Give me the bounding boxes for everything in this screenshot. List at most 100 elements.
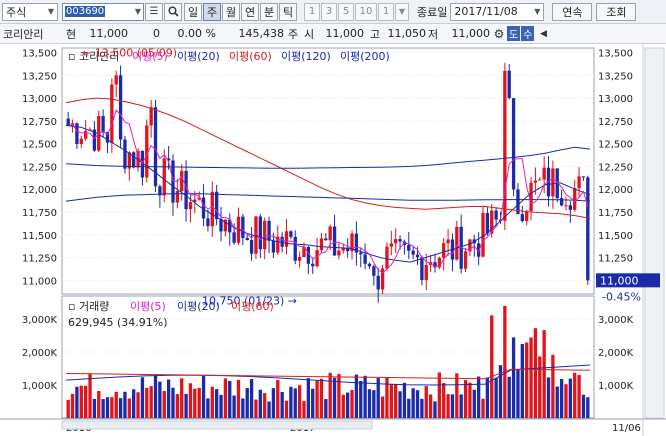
candle-body xyxy=(389,243,393,247)
price-tick-left: 12,750 xyxy=(22,117,57,128)
candle-body xyxy=(516,189,520,215)
volume-bar xyxy=(171,387,175,418)
volume-bar xyxy=(228,380,232,418)
tab-period-2[interactable]: 월 xyxy=(222,2,240,21)
candle-body xyxy=(188,202,193,210)
volume-bar xyxy=(276,380,280,418)
volume-bar xyxy=(367,389,372,418)
interval-button-1[interactable]: 3 xyxy=(321,2,337,21)
tab-period-0[interactable]: 일 xyxy=(184,2,202,21)
tab-period-5[interactable]: 틱 xyxy=(279,2,297,21)
code-lookup-button[interactable]: ☰ xyxy=(145,2,163,21)
volume-bar xyxy=(564,384,568,418)
candle-body xyxy=(293,236,297,261)
price-tick-right: 13,000 xyxy=(598,94,633,105)
volume-ma20-line xyxy=(65,364,591,386)
volume-bar xyxy=(328,372,332,418)
candle-body xyxy=(511,98,516,190)
volume-bar xyxy=(210,386,214,418)
candle-body xyxy=(258,216,262,250)
volume-bar xyxy=(306,378,311,418)
continuous-button[interactable]: 연속 xyxy=(552,2,593,21)
chevron-left-icon[interactable]: ◀ xyxy=(539,28,547,39)
volume-bar xyxy=(75,386,79,418)
candle-body xyxy=(162,158,166,196)
high-price: 11,050 xyxy=(387,27,427,40)
price-volume-chart[interactable]: 13,500 13,500 13,250 13,250 13,000 13,000 12,7… xyxy=(0,44,666,436)
market-select[interactable]: 주식 ▼ xyxy=(2,2,58,21)
candle-body xyxy=(101,116,105,132)
min-price-label: 10,750 (01/23) → xyxy=(202,294,297,307)
interval-button-2[interactable]: 5 xyxy=(338,2,354,21)
candle-body xyxy=(533,180,538,183)
volume-bar xyxy=(424,386,428,418)
volume-bar xyxy=(219,394,223,418)
interval-button-4[interactable]: 1 xyxy=(378,2,394,21)
volume-tick-right: 3,000K xyxy=(598,315,634,326)
legend-item: 이평(120) xyxy=(281,50,331,63)
quant-tools-button[interactable]: 수 xyxy=(521,26,535,41)
candle-body xyxy=(363,254,367,264)
chevron-down-icon: ▼ xyxy=(398,7,406,16)
volume-bar xyxy=(175,394,180,418)
tab-period-1[interactable]: 주 xyxy=(203,2,221,21)
candle-body xyxy=(254,216,258,254)
end-date-input[interactable]: 2017/11/08 ▼ xyxy=(450,2,545,21)
volume-bar xyxy=(359,381,363,418)
volume-bar xyxy=(311,388,315,418)
volume-bar xyxy=(533,328,538,418)
search-button[interactable] xyxy=(164,2,182,21)
interval-button-0[interactable]: 1 xyxy=(304,2,320,21)
price-tick-right: 11,250 xyxy=(598,254,633,265)
volume-bar xyxy=(577,374,581,418)
volume-ma60-line xyxy=(65,368,591,380)
candle-body xyxy=(525,211,529,222)
volume-bar xyxy=(380,396,385,418)
volume-bar xyxy=(153,375,158,418)
trade-volume: 145,438 xyxy=(238,27,285,40)
last-change-label: -0.45% xyxy=(602,290,641,303)
volume-tick-left: 3,000K xyxy=(22,315,58,326)
open-label: 시 xyxy=(303,27,315,41)
volume-bar xyxy=(92,398,97,418)
volume-bar xyxy=(481,398,485,418)
low-label: 저 xyxy=(427,27,439,41)
candle-body xyxy=(411,250,415,255)
candle-body xyxy=(136,150,140,168)
query-button[interactable]: 조회 xyxy=(596,2,637,21)
drawing-tools-button[interactable]: 도 xyxy=(507,26,521,41)
volume-bar xyxy=(415,390,420,418)
open-price: 11,000 xyxy=(325,27,365,40)
query-button-label: 조회 xyxy=(606,5,627,19)
price-tick-right: 12,000 xyxy=(598,185,633,196)
interval-dropdown[interactable]: ▼ xyxy=(395,2,409,21)
candle-body xyxy=(158,186,162,196)
market-select-label: 주식 xyxy=(6,5,27,19)
price-tick-right: 13,500 xyxy=(598,49,633,60)
candle-body xyxy=(180,170,184,192)
vertical-scrollbar xyxy=(644,47,665,419)
tab-period-3[interactable]: 연 xyxy=(241,2,259,21)
candle-body xyxy=(485,212,490,234)
volume-bar xyxy=(581,394,586,418)
candle-body xyxy=(328,226,332,241)
volume-bar xyxy=(118,398,123,418)
volume-bar xyxy=(586,397,590,418)
volume-bar xyxy=(223,378,228,418)
volume-bar xyxy=(538,356,542,418)
volume-bar xyxy=(345,392,350,418)
candle-body xyxy=(79,138,83,145)
interval-button-3[interactable]: 10 xyxy=(355,2,377,21)
candle-body xyxy=(92,129,97,151)
volume-bar xyxy=(559,379,564,418)
gear-icon[interactable]: ⚙ xyxy=(493,26,505,41)
volume-bar xyxy=(166,379,171,418)
candle-body xyxy=(232,232,236,243)
candle-body xyxy=(507,70,511,99)
tab-period-4[interactable]: 분 xyxy=(260,2,278,21)
price-tick-left: 11,000 xyxy=(22,276,57,287)
stock-code-input[interactable]: 003690 ▼ xyxy=(62,2,144,21)
candle-body xyxy=(345,248,350,252)
max-price-label: ← 13,500 (05/09) xyxy=(82,47,177,60)
